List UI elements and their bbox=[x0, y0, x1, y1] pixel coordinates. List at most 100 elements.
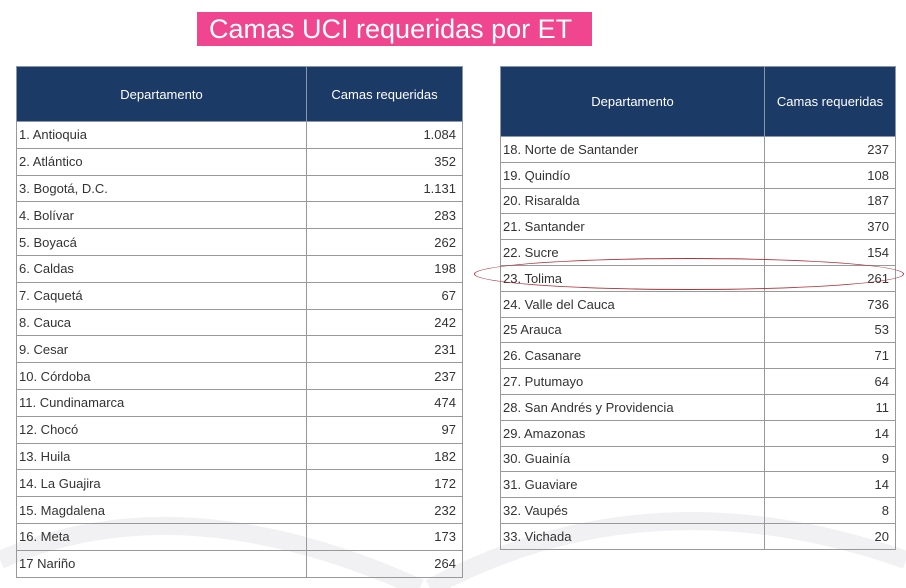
table-row: 30. Guainía 9 bbox=[500, 445, 896, 473]
department-name: 28. San Andrés y Providencia bbox=[500, 393, 765, 421]
table-row: 13. Huila 182 bbox=[16, 442, 463, 471]
table-row: 31. Guaviare 14 bbox=[500, 471, 896, 499]
table-row: 25 Arauca 53 bbox=[500, 316, 896, 344]
beds-value: 352 bbox=[306, 147, 463, 176]
department-name: 20. Risaralda bbox=[500, 187, 765, 215]
table-row: 33. Vichada 20 bbox=[500, 522, 896, 550]
header-departamento: Departamento bbox=[16, 66, 307, 122]
table-row: 15. Magdalena 232 bbox=[16, 496, 463, 524]
table-row: 14. La Guajira 172 bbox=[16, 469, 463, 498]
beds-value: 97 bbox=[306, 415, 463, 444]
beds-value: 9 bbox=[764, 445, 896, 473]
beds-value: 71 bbox=[764, 342, 896, 370]
beds-value: 474 bbox=[306, 388, 463, 417]
beds-value: 237 bbox=[764, 136, 896, 163]
department-name: 14. La Guajira bbox=[16, 469, 307, 498]
beds-value: 11 bbox=[764, 393, 896, 421]
table-row: 32. Vaupés 8 bbox=[500, 497, 896, 524]
beds-value: 14 bbox=[764, 419, 896, 447]
beds-value: 231 bbox=[306, 335, 463, 364]
table-row: 6. Caldas 198 bbox=[16, 254, 463, 283]
beds-value: 20 bbox=[764, 522, 896, 550]
department-name: 16. Meta bbox=[16, 522, 307, 551]
header-departamento: Departamento bbox=[500, 66, 765, 137]
department-name: 24. Valle del Cauca bbox=[500, 290, 765, 318]
header-camas: Camas requeridas bbox=[306, 66, 463, 122]
beds-value: 108 bbox=[764, 161, 896, 189]
department-name: 32. Vaupés bbox=[500, 497, 765, 524]
department-name: 11. Cundinamarca bbox=[16, 388, 307, 417]
beds-value: 242 bbox=[306, 308, 463, 337]
table-row: 18. Norte de Santander 237 bbox=[500, 136, 896, 163]
table-row: 10. Córdoba 237 bbox=[16, 362, 463, 390]
department-name: 25 Arauca bbox=[500, 316, 765, 344]
beds-value: 53 bbox=[764, 316, 896, 344]
department-name: 10. Córdoba bbox=[16, 362, 307, 390]
beds-table-right: Departamento Camas requeridas 18. Norte … bbox=[500, 66, 896, 550]
beds-value: 283 bbox=[306, 201, 463, 230]
beds-value: 232 bbox=[306, 496, 463, 524]
table-row: 21. Santander 370 bbox=[500, 213, 896, 241]
beds-value: 1.131 bbox=[306, 174, 463, 203]
table-row: 19. Quindío 108 bbox=[500, 161, 896, 189]
beds-value: 370 bbox=[764, 213, 896, 241]
beds-value: 173 bbox=[306, 522, 463, 551]
department-name: 6. Caldas bbox=[16, 254, 307, 283]
department-name: 18. Norte de Santander bbox=[500, 136, 765, 163]
beds-value: 237 bbox=[306, 362, 463, 390]
beds-value: 67 bbox=[306, 281, 463, 310]
table-row: 20. Risaralda 187 bbox=[500, 187, 896, 215]
department-name: 31. Guaviare bbox=[500, 471, 765, 499]
slide-title: Camas UCI requeridas por ET bbox=[197, 12, 592, 46]
header-camas: Camas requeridas bbox=[764, 66, 896, 137]
table-row: 12. Chocó 97 bbox=[16, 415, 463, 444]
table-row: 24. Valle del Cauca 736 bbox=[500, 290, 896, 318]
department-name: 26. Casanare bbox=[500, 342, 765, 370]
department-name: 5. Boyacá bbox=[16, 228, 307, 256]
table-row: 29. Amazonas 14 bbox=[500, 419, 896, 447]
beds-value: 264 bbox=[306, 549, 463, 578]
beds-value: 262 bbox=[306, 228, 463, 256]
table-row: 11. Cundinamarca 474 bbox=[16, 388, 463, 417]
department-name: 19. Quindío bbox=[500, 161, 765, 189]
department-name: 13. Huila bbox=[16, 442, 307, 471]
table-row: 9. Cesar 231 bbox=[16, 335, 463, 364]
department-name: 3. Bogotá, D.C. bbox=[16, 174, 307, 203]
department-name: 7. Caquetá bbox=[16, 281, 307, 310]
table-row: 5. Boyacá 262 bbox=[16, 228, 463, 256]
table-row: 1. Antioquia 1.084 bbox=[16, 121, 463, 149]
department-name: 15. Magdalena bbox=[16, 496, 307, 524]
department-name: 8. Cauca bbox=[16, 308, 307, 337]
beds-table-left: Departamento Camas requeridas 1. Antioqu… bbox=[16, 66, 463, 578]
table-row: 8. Cauca 242 bbox=[16, 308, 463, 337]
department-name: 30. Guainía bbox=[500, 445, 765, 473]
department-name: 33. Vichada bbox=[500, 522, 765, 550]
beds-value: 64 bbox=[764, 368, 896, 395]
highlight-ellipse-tolima bbox=[474, 258, 904, 290]
table-row: 2. Atlántico 352 bbox=[16, 147, 463, 176]
department-name: 2. Atlántico bbox=[16, 147, 307, 176]
table-row: 4. Bolívar 283 bbox=[16, 201, 463, 230]
department-name: 4. Bolívar bbox=[16, 201, 307, 230]
beds-value: 172 bbox=[306, 469, 463, 498]
beds-value: 187 bbox=[764, 187, 896, 215]
table-row: 7. Caquetá 67 bbox=[16, 281, 463, 310]
beds-value: 1.084 bbox=[306, 121, 463, 149]
department-name: 21. Santander bbox=[500, 213, 765, 241]
table-row: 16. Meta 173 bbox=[16, 522, 463, 551]
beds-value: 736 bbox=[764, 290, 896, 318]
table-row: 17 Nariño 264 bbox=[16, 549, 463, 578]
table-row: 27. Putumayo 64 bbox=[500, 368, 896, 395]
beds-value: 8 bbox=[764, 497, 896, 524]
beds-value: 198 bbox=[306, 254, 463, 283]
table-row: 28. San Andrés y Providencia 11 bbox=[500, 393, 896, 421]
beds-value: 182 bbox=[306, 442, 463, 471]
table-row: 26. Casanare 71 bbox=[500, 342, 896, 370]
department-name: 12. Chocó bbox=[16, 415, 307, 444]
department-name: 9. Cesar bbox=[16, 335, 307, 364]
department-name: 29. Amazonas bbox=[500, 419, 765, 447]
table-row: 3. Bogotá, D.C. 1.131 bbox=[16, 174, 463, 203]
department-name: 27. Putumayo bbox=[500, 368, 765, 395]
beds-value: 14 bbox=[764, 471, 896, 499]
department-name: 1. Antioquia bbox=[16, 121, 307, 149]
